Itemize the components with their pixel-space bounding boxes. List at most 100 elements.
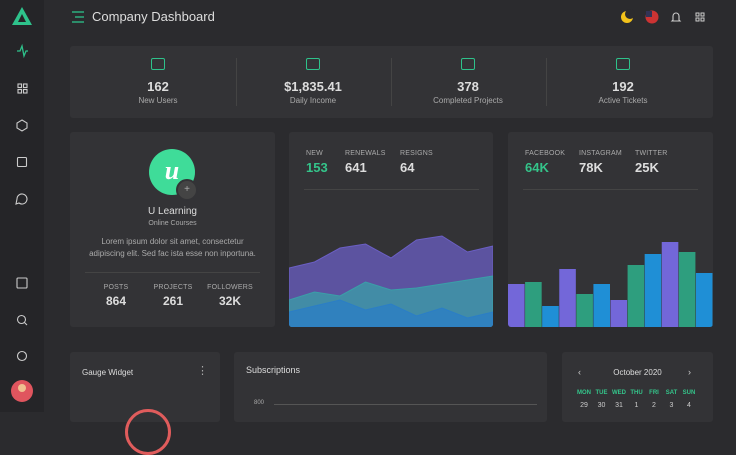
page-title: Company Dashboard <box>92 9 215 24</box>
logo-inner <box>18 14 26 22</box>
dashboard: Company Dashboard 162 New Users $1,835.41 D… <box>0 0 713 455</box>
stat-value: 864 <box>105 294 127 308</box>
bar <box>661 242 679 327</box>
date: 3 <box>669 402 674 409</box>
stat-value: 162 <box>147 79 169 94</box>
divider <box>304 189 479 190</box>
divider <box>85 272 260 273</box>
profile-name: U Learning <box>148 206 197 217</box>
profile-subtitle: Online Courses <box>148 220 197 227</box>
weekday: WED <box>612 390 626 396</box>
subscriptions-card: Subscriptions 800 <box>234 352 547 422</box>
weekday: TUE <box>595 390 608 396</box>
stat-label: FACEBOOK <box>525 150 566 157</box>
apps-menu <box>700 17 705 22</box>
sidebar <box>0 0 44 412</box>
date: 31 <box>615 402 623 409</box>
area-chart <box>289 235 493 327</box>
search-handle <box>24 322 28 326</box>
next-month[interactable]: › <box>688 367 691 377</box>
divider <box>523 189 698 190</box>
stat-value: $1,835.41 <box>284 79 342 94</box>
grid-line <box>274 404 537 405</box>
prev-month[interactable]: ‹ <box>578 367 581 377</box>
apps-menu[interactable] <box>695 12 700 17</box>
stat-icon <box>306 58 320 70</box>
bar <box>695 273 713 327</box>
gauge-title: Gauge Widget <box>82 368 134 377</box>
divider <box>391 58 392 106</box>
language-flag[interactable] <box>645 10 659 24</box>
stat-label: RESIGNS <box>400 150 433 157</box>
panel-icon[interactable] <box>16 277 28 289</box>
notification-bell[interactable] <box>670 12 682 22</box>
stat-value: 64 <box>400 160 415 175</box>
profile-card: u + U Learning Online Courses Lorem ipsu… <box>70 132 275 327</box>
date: 29 <box>580 402 588 409</box>
area-series <box>289 299 493 327</box>
chip-icon[interactable] <box>16 156 28 168</box>
bar <box>593 284 610 327</box>
apps-menu <box>700 12 705 17</box>
activity-icon[interactable] <box>17 43 28 59</box>
apps-icon[interactable] <box>17 88 23 94</box>
weekday: MON <box>577 390 591 396</box>
stat-label: FOLLOWERS <box>207 284 253 291</box>
apps-icon[interactable] <box>17 83 23 89</box>
bar-chart <box>508 242 713 327</box>
weekday: THU <box>630 390 643 396</box>
more-menu[interactable]: ⋮ <box>197 365 208 377</box>
bar <box>678 252 696 327</box>
bar <box>644 254 662 327</box>
renewals-card: NEW 153 RENEWALS 641 RESIGNS 64 <box>289 132 493 327</box>
stat-value: 25K <box>635 160 659 175</box>
stat-icon <box>616 58 630 70</box>
subscriptions-title: Subscriptions <box>246 365 301 375</box>
bar <box>627 265 645 327</box>
stat-label: NEW <box>306 150 323 157</box>
divider <box>546 58 547 106</box>
stat-value: 192 <box>612 79 634 94</box>
calendar-month: October 2020 <box>613 368 662 377</box>
sidebar-icons <box>11 7 33 402</box>
bar <box>610 300 628 327</box>
stat-value: 78K <box>579 160 603 175</box>
apps-icon[interactable] <box>22 83 28 89</box>
social-card: FACEBOOK 64K INSTAGRAM 78K TWITTER 25K <box>508 132 713 327</box>
stat-label: INSTAGRAM <box>579 150 622 157</box>
stat-value: 153 <box>306 160 328 175</box>
stat-label: PROJECTS <box>153 284 193 291</box>
stat-label: POSTS <box>103 284 129 291</box>
gauge-arc <box>125 409 171 455</box>
stat-icon <box>151 58 165 70</box>
stat-label: Completed Projects <box>433 96 503 105</box>
stat-value: 261 <box>162 294 184 308</box>
date: 4 <box>687 402 691 409</box>
bar <box>559 269 576 327</box>
y-tick-label: 800 <box>254 400 265 406</box>
flag-canton <box>646 11 652 17</box>
apps-menu <box>695 17 700 22</box>
theme-toggle-cut <box>625 9 635 19</box>
stat-value: 641 <box>345 160 367 175</box>
profile-description: adipiscing elit. Sed fac ista esse non i… <box>89 249 256 258</box>
settings-icon[interactable] <box>16 350 28 362</box>
stat-value: 32K <box>218 294 241 308</box>
date: 2 <box>652 402 656 409</box>
stat-label: TWITTER <box>635 150 668 157</box>
box-icon[interactable] <box>16 119 28 132</box>
profile-add[interactable]: + <box>176 179 198 201</box>
bar <box>576 294 593 327</box>
bar <box>508 284 525 327</box>
chat-icon[interactable] <box>15 193 28 205</box>
stat-label: RENEWALS <box>345 150 386 157</box>
weekday: SAT <box>665 390 678 396</box>
search-icon[interactable] <box>16 314 27 325</box>
bar <box>542 306 559 327</box>
stat-label: Daily Income <box>289 96 337 105</box>
weekday: SUN <box>682 390 696 396</box>
user-avatar-face <box>18 384 26 392</box>
theme-toggle[interactable] <box>621 11 633 23</box>
apps-icon[interactable] <box>22 88 28 94</box>
stat-icon <box>461 58 475 70</box>
